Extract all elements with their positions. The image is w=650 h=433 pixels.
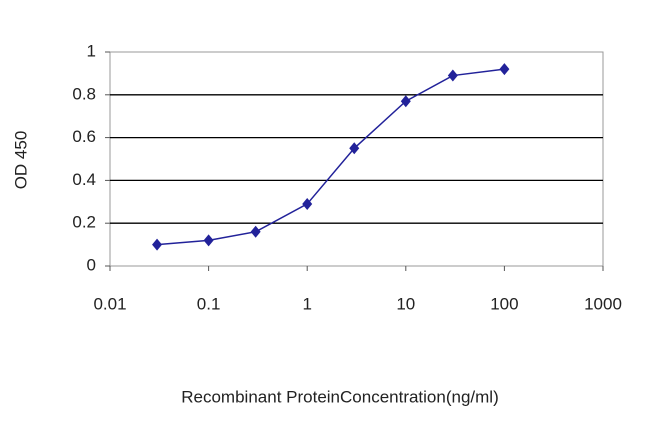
marker: [349, 142, 360, 155]
y-tick-label: 1: [87, 41, 96, 60]
x-tick-label: 100: [490, 294, 518, 313]
marker: [400, 95, 411, 108]
marker: [203, 234, 214, 247]
x-tick-label: 1: [302, 294, 311, 313]
y-tick-label: 0: [87, 255, 96, 274]
x-axis-label: Recombinant ProteinConcentration(ng/ml): [181, 387, 499, 406]
x-tick-label: 10: [396, 294, 415, 313]
line: [156, 68, 505, 246]
y-tick-label: 0.2: [72, 213, 96, 232]
marker: [302, 197, 313, 210]
y-tick-label: 0.4: [72, 170, 96, 189]
y-axis-label: OD 450: [11, 131, 30, 190]
x-tick-label: 0.1: [197, 294, 221, 313]
plot-area: [109, 51, 604, 267]
y-tick-label: 0.8: [72, 84, 96, 103]
x-tick-label: 0.01: [93, 294, 126, 313]
x-tick-label: 1000: [584, 294, 622, 313]
marker: [250, 225, 261, 238]
marker: [152, 238, 163, 251]
marker: [447, 69, 458, 82]
y-tick-label: 0.6: [72, 127, 96, 146]
marker: [499, 63, 510, 76]
